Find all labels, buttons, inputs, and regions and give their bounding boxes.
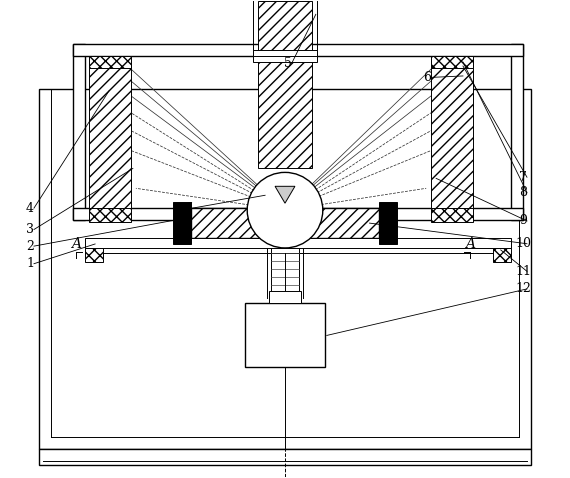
- Bar: [73, 44, 523, 56]
- Bar: [431, 56, 473, 68]
- Bar: [89, 208, 131, 222]
- Bar: [245, 303, 325, 367]
- Bar: [73, 208, 523, 220]
- Bar: [73, 44, 85, 220]
- Bar: [39, 449, 531, 465]
- Text: 9: 9: [519, 215, 527, 228]
- Bar: [380, 202, 397, 244]
- Text: 8: 8: [519, 186, 527, 199]
- Bar: [493, 248, 511, 262]
- Text: 5: 5: [284, 57, 292, 70]
- Bar: [190, 208, 380, 238]
- Bar: [173, 202, 190, 244]
- Polygon shape: [275, 186, 295, 203]
- Bar: [253, 52, 317, 62]
- Bar: [253, 50, 317, 56]
- Text: 7: 7: [519, 171, 527, 184]
- Bar: [89, 56, 131, 68]
- Circle shape: [247, 173, 323, 248]
- Bar: [431, 208, 473, 222]
- Bar: [258, 56, 312, 168]
- Text: I: I: [186, 202, 191, 215]
- Text: A: A: [71, 237, 82, 251]
- Text: 4: 4: [26, 202, 34, 215]
- Text: 12: 12: [515, 282, 531, 295]
- Text: 10: 10: [515, 237, 531, 250]
- Bar: [511, 44, 523, 220]
- Text: 3: 3: [26, 223, 34, 236]
- Text: 11: 11: [515, 265, 531, 278]
- Text: 2: 2: [26, 239, 34, 253]
- Text: 1: 1: [26, 257, 34, 270]
- Bar: [258, 1, 312, 56]
- Text: A: A: [465, 237, 475, 251]
- Bar: [85, 238, 511, 248]
- Text: 6: 6: [423, 71, 431, 84]
- Bar: [39, 89, 531, 449]
- Bar: [89, 61, 131, 208]
- Bar: [269, 291, 301, 303]
- Bar: [85, 248, 103, 262]
- Bar: [431, 61, 473, 208]
